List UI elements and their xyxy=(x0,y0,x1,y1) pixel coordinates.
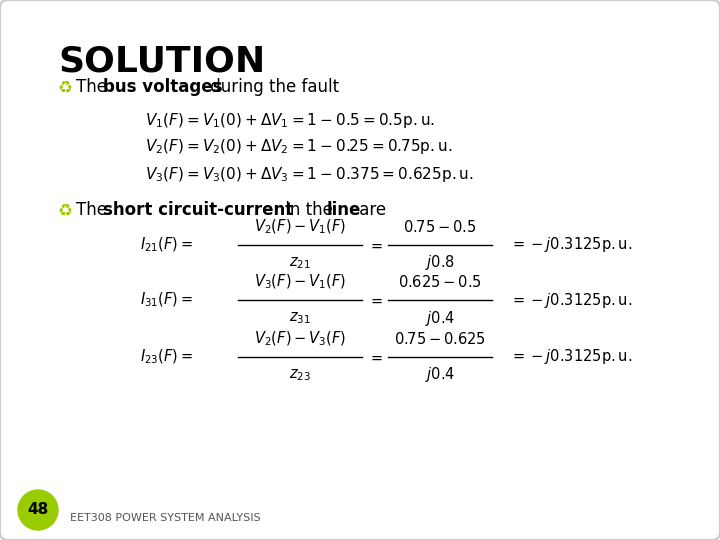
Text: $= -j0.3125\mathrm{p.u.}$: $= -j0.3125\mathrm{p.u.}$ xyxy=(510,235,632,254)
Text: $0.75-0.5$: $0.75-0.5$ xyxy=(403,219,477,235)
Text: $V_3(F)-V_1(F)$: $V_3(F)-V_1(F)$ xyxy=(254,273,346,291)
Text: SOLUTION: SOLUTION xyxy=(58,45,265,79)
Text: $j0.4$: $j0.4$ xyxy=(425,366,455,384)
Text: $V_1(F)=V_1(0)+\Delta V_1 = 1-0.5 = 0.5\mathrm{p.u.}$: $V_1(F)=V_1(0)+\Delta V_1 = 1-0.5 = 0.5\… xyxy=(145,111,435,130)
Text: $0.625-0.5$: $0.625-0.5$ xyxy=(398,274,482,290)
Text: $= -j0.3125\mathrm{p.u.}$: $= -j0.3125\mathrm{p.u.}$ xyxy=(510,291,632,309)
Text: short circuit-current: short circuit-current xyxy=(103,201,293,219)
Text: $=$: $=$ xyxy=(368,293,384,307)
Text: during the fault: during the fault xyxy=(205,78,339,96)
Text: $z_{21}$: $z_{21}$ xyxy=(289,255,311,271)
Text: $j0.8$: $j0.8$ xyxy=(426,253,455,273)
Text: EET308 POWER SYSTEM ANALYSIS: EET308 POWER SYSTEM ANALYSIS xyxy=(70,513,261,523)
Text: $I_{31}(F)=$: $I_{31}(F)=$ xyxy=(140,291,193,309)
Text: 48: 48 xyxy=(27,503,49,517)
Text: $=$: $=$ xyxy=(368,238,384,253)
Text: line: line xyxy=(327,201,361,219)
Text: $z_{23}$: $z_{23}$ xyxy=(289,367,311,383)
Text: The: The xyxy=(76,78,112,96)
Text: $I_{21}(F)=$: $I_{21}(F)=$ xyxy=(140,236,193,254)
Text: in the: in the xyxy=(280,201,338,219)
Text: ♻: ♻ xyxy=(58,78,73,96)
Text: are: are xyxy=(354,201,386,219)
Text: $= -j0.3125\mathrm{p.u.}$: $= -j0.3125\mathrm{p.u.}$ xyxy=(510,348,632,367)
Text: $z_{31}$: $z_{31}$ xyxy=(289,310,311,326)
Text: $V_2(F)-V_1(F)$: $V_2(F)-V_1(F)$ xyxy=(254,218,346,236)
Text: $0.75-0.625$: $0.75-0.625$ xyxy=(394,331,486,347)
Text: $V_2(F)=V_2(0)+\Delta V_2 = 1-0.25 = 0.75\mathrm{p.u.}$: $V_2(F)=V_2(0)+\Delta V_2 = 1-0.25 = 0.7… xyxy=(145,138,452,157)
Text: $V_3(F)=V_3(0)+\Delta V_3 = 1-0.375 = 0.625\mathrm{p.u.}$: $V_3(F)=V_3(0)+\Delta V_3 = 1-0.375 = 0.… xyxy=(145,165,474,184)
Text: The: The xyxy=(76,201,112,219)
Text: $j0.4$: $j0.4$ xyxy=(425,308,455,327)
Text: $V_2(F)-V_3(F)$: $V_2(F)-V_3(F)$ xyxy=(254,330,346,348)
Text: $I_{23}(F)=$: $I_{23}(F)=$ xyxy=(140,348,193,366)
Circle shape xyxy=(18,490,58,530)
Text: ♻: ♻ xyxy=(58,201,73,219)
Text: $=$: $=$ xyxy=(368,349,384,364)
Text: bus voltages: bus voltages xyxy=(103,78,222,96)
